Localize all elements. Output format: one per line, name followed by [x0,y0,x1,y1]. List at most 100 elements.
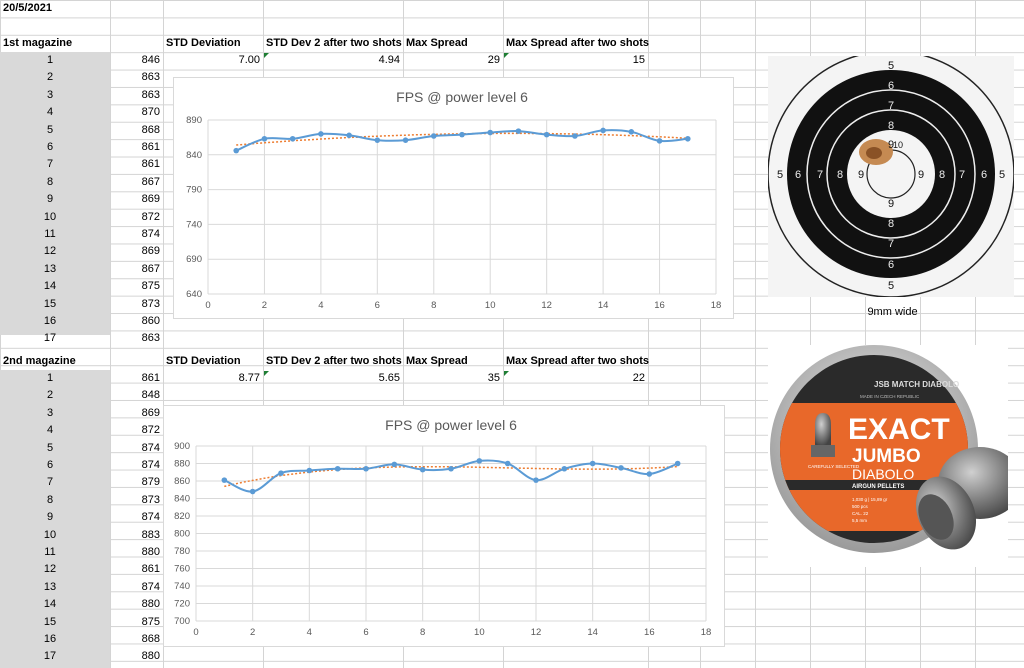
shot-fps-value[interactable]: 869 [141,193,160,206]
shot-fps-value[interactable]: 861 [141,158,160,171]
std-dev-2-header[interactable]: STD Dev 2 after two shots [266,355,402,367]
data-point [233,147,240,154]
shot-number[interactable]: 5 [46,123,54,136]
shot-number[interactable]: 1 [46,54,54,66]
max-spread-header[interactable]: Max Spread [406,355,468,367]
shot-number[interactable]: 15 [43,615,57,628]
magazine-2-label[interactable]: 2nd magazine [3,355,76,367]
shot-number[interactable]: 14 [43,598,57,611]
shot-fps-value[interactable]: 869 [141,406,160,419]
magazine-1-index-column [0,52,110,335]
shot-number[interactable]: 13 [43,580,57,593]
shot-fps-value[interactable]: 860 [141,315,160,327]
error-indicator-icon [264,53,269,58]
shot-number[interactable]: 17 [43,332,57,345]
shot-number[interactable]: 13 [43,262,57,275]
std-dev-2-value[interactable]: 5.65 [378,372,400,384]
std-deviation-header[interactable]: STD Deviation [166,355,241,367]
shot-number[interactable]: 6 [46,141,54,153]
shot-number[interactable]: 10 [43,210,57,223]
column-divider [503,0,504,668]
shot-number[interactable]: 4 [46,106,54,119]
target-photo[interactable]: 5 6 7 8 9 5 6 7 8 9 9 8 7 6 5 9 8 7 6 5 … [768,56,1014,297]
shot-number[interactable]: 9 [46,511,54,524]
max-spread-2-value[interactable]: 22 [632,372,645,384]
shot-number[interactable]: 5 [46,441,54,454]
shot-fps-value[interactable]: 870 [141,106,160,119]
shot-fps-value[interactable]: 874 [141,459,160,471]
shot-fps-value[interactable]: 880 [141,650,160,663]
max-spread-header[interactable]: Max Spread [406,37,468,49]
shot-fps-value[interactable]: 873 [141,493,160,506]
fps-chart-magazine-1[interactable]: FPS @ power level 6 640 690 740 790 840 890 0 2 4… [173,77,734,319]
shot-fps-value[interactable]: 869 [141,245,160,258]
magazine-1-label[interactable]: 1st magazine [3,37,73,49]
std-dev-2-header[interactable]: STD Dev 2 after two shots [266,37,402,49]
shot-fps-value[interactable]: 872 [141,210,160,223]
shot-fps-value[interactable]: 880 [141,546,160,558]
shot-number[interactable]: 16 [43,633,57,645]
shot-number[interactable]: 10 [43,528,57,541]
shot-number[interactable]: 9 [46,193,54,206]
std-dev-2-value[interactable]: 4.94 [378,54,400,66]
shot-fps-value[interactable]: 863 [141,71,160,84]
shot-fps-value[interactable]: 874 [141,228,160,240]
shot-number[interactable]: 3 [46,406,54,419]
max-spread-2-header[interactable]: Max Spread after two shots [506,37,650,49]
shot-number[interactable]: 2 [46,71,54,84]
shot-number[interactable]: 17 [43,650,57,663]
shot-fps-value[interactable]: 879 [141,476,160,489]
shot-number[interactable]: 8 [46,493,54,506]
shot-fps-value[interactable]: 874 [141,511,160,524]
data-point [448,465,454,472]
shot-fps-value[interactable]: 883 [141,528,160,541]
shot-number[interactable]: 1 [46,372,54,384]
max-spread-2-value[interactable]: 15 [632,54,645,66]
max-spread-2-header[interactable]: Max Spread after two shots [506,355,650,367]
target-caption[interactable]: 9mm wide [867,306,918,318]
shot-number[interactable]: 8 [46,175,54,188]
shot-fps-value[interactable]: 868 [141,633,160,645]
target-icon: 5 6 7 8 9 5 6 7 8 9 9 8 7 6 5 9 8 7 6 5 … [768,56,1014,297]
shot-fps-value[interactable]: 873 [141,297,160,310]
date-cell[interactable]: 20/5/2021 [3,2,52,14]
shot-number[interactable]: 14 [43,280,57,293]
shot-fps-value[interactable]: 867 [141,175,160,188]
shot-fps-value[interactable]: 874 [141,441,160,454]
pellet-tin-photo[interactable]: JSB MATCH DIABOLO MADE IN CZECH REPUBLIC… [768,345,1008,567]
shot-fps-value[interactable]: 867 [141,262,160,275]
shot-fps-value[interactable]: 872 [141,424,160,437]
shot-number[interactable]: 7 [46,158,54,171]
shot-fps-value[interactable]: 868 [141,123,160,136]
shot-number[interactable]: 6 [46,459,54,471]
shot-number[interactable]: 3 [46,88,54,101]
shot-fps-value[interactable]: 848 [141,389,160,402]
shot-fps-value[interactable]: 874 [141,580,160,593]
shot-number[interactable]: 11 [44,546,56,558]
shot-number[interactable]: 11 [44,228,56,240]
shot-fps-value[interactable]: 863 [141,332,160,345]
x-tick-label: 0 [193,627,198,638]
shot-number[interactable]: 7 [46,476,54,489]
std-deviation-header[interactable]: STD Deviation [166,37,241,49]
max-spread-value[interactable]: 35 [487,372,500,384]
shot-number[interactable]: 12 [43,245,57,258]
shot-number[interactable]: 4 [46,424,54,437]
shot-number[interactable]: 15 [43,297,57,310]
max-spread-value[interactable]: 29 [487,54,500,66]
shot-fps-value[interactable]: 846 [141,54,160,66]
std-deviation-value[interactable]: 8.77 [238,372,260,384]
std-deviation-value[interactable]: 7.00 [238,54,260,66]
fps-chart-magazine-2[interactable]: FPS @ power level 6 700 720 740 760 780 800 820… [163,405,725,647]
shot-fps-value[interactable]: 861 [141,141,160,153]
shot-number[interactable]: 16 [43,315,57,327]
shot-fps-value[interactable]: 861 [141,372,160,384]
shot-number[interactable]: 12 [43,563,57,576]
shot-fps-value[interactable]: 875 [141,615,160,628]
shot-fps-value[interactable]: 880 [141,598,160,611]
shot-number[interactable]: 2 [46,389,54,402]
shot-fps-value[interactable]: 863 [141,88,160,101]
data-point [628,129,635,135]
shot-fps-value[interactable]: 875 [141,280,160,293]
shot-fps-value[interactable]: 861 [141,563,160,576]
